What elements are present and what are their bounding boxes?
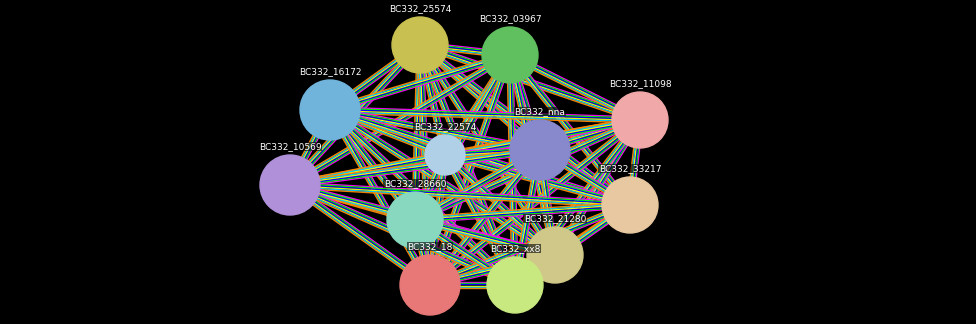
Circle shape (260, 155, 320, 215)
Text: BC332_11098: BC332_11098 (609, 79, 671, 88)
Text: BC332_22574: BC332_22574 (414, 122, 476, 131)
Text: BC332_33217: BC332_33217 (598, 164, 662, 173)
Circle shape (612, 92, 668, 148)
Text: BC332_28660: BC332_28660 (384, 179, 446, 188)
Text: BC332_18: BC332_18 (407, 242, 453, 251)
Text: BC332_21280: BC332_21280 (524, 214, 587, 223)
Text: BC332_25574: BC332_25574 (388, 4, 451, 13)
Text: BC332_10569: BC332_10569 (259, 142, 321, 151)
Text: BC332_nna: BC332_nna (514, 107, 565, 116)
Text: BC332_03967: BC332_03967 (478, 14, 542, 23)
Circle shape (425, 135, 465, 175)
Circle shape (487, 257, 543, 313)
Text: BC332_16172: BC332_16172 (299, 67, 361, 76)
Circle shape (602, 177, 658, 233)
Circle shape (527, 227, 583, 283)
Circle shape (300, 80, 360, 140)
Circle shape (387, 192, 443, 248)
Circle shape (510, 120, 570, 180)
Text: BC332_xx8: BC332_xx8 (490, 244, 540, 253)
Circle shape (482, 27, 538, 83)
Circle shape (400, 255, 460, 315)
Circle shape (392, 17, 448, 73)
